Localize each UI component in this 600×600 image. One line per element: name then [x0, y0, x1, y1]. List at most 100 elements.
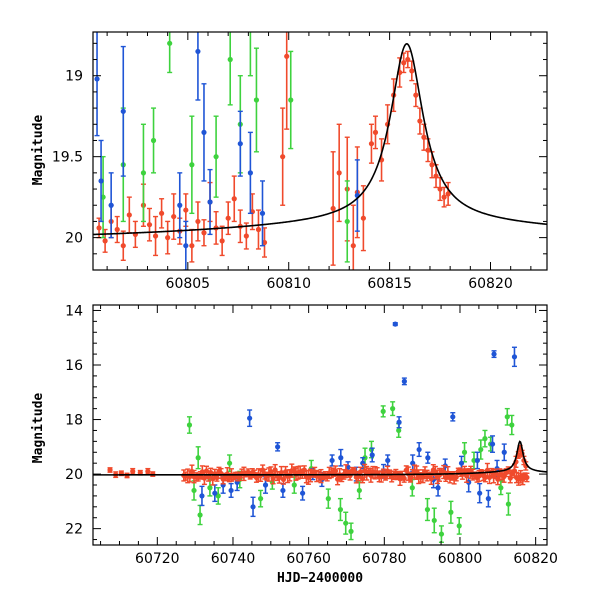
data-point-red — [201, 219, 207, 247]
data-point-green — [482, 429, 488, 448]
y-tick-label: 14 — [65, 303, 83, 319]
data-point-red — [171, 193, 177, 240]
data-point-red — [524, 472, 530, 483]
data-point-blue — [177, 172, 183, 239]
data-point-red — [445, 181, 451, 206]
data-point-green — [438, 525, 445, 543]
x-tick-label: 60810 — [266, 276, 311, 292]
data-point-red — [360, 185, 366, 252]
data-point-blue — [120, 45, 126, 177]
data-point-red — [126, 196, 132, 234]
data-point-green — [478, 439, 484, 460]
model-curve — [93, 440, 547, 476]
data-point-blue — [489, 435, 496, 453]
plot-frame — [92, 304, 548, 546]
data-point-green — [461, 442, 468, 463]
data-point-blue — [477, 482, 483, 504]
x-tick-label: 60805 — [166, 276, 211, 292]
data-point-blue — [275, 442, 281, 452]
bottom-y-axis-label: Magnitude — [31, 393, 46, 464]
data-point-red — [372, 115, 379, 150]
data-point-red — [409, 60, 415, 82]
data-point-red — [278, 465, 285, 480]
data-point-green — [207, 478, 213, 497]
data-point-blue — [329, 454, 335, 467]
y-tick-label: 18 — [65, 413, 83, 429]
data-point-red — [219, 225, 225, 257]
data-point-blue — [474, 451, 480, 470]
data-point-red — [130, 467, 136, 475]
data-point-red — [159, 198, 165, 229]
data-point-green — [504, 407, 510, 426]
data-point-red — [336, 123, 342, 223]
data-point-blue — [237, 110, 243, 177]
data-point-blue — [401, 377, 407, 386]
data-point-green — [390, 401, 396, 417]
data-point-red — [441, 186, 447, 208]
data-point-green — [247, 32, 253, 77]
data-point-green — [167, 32, 173, 74]
data-point-green — [356, 481, 362, 500]
data-point-red — [165, 220, 171, 255]
model-curve — [93, 43, 547, 236]
data-point-red — [255, 209, 262, 250]
data-point-green — [509, 414, 515, 436]
data-point-red — [145, 467, 151, 475]
data-point-blue — [98, 139, 104, 223]
data-point-blue — [94, 32, 100, 137]
data-point-green — [213, 115, 219, 198]
data-point-red — [405, 50, 411, 69]
data-point-blue — [338, 448, 344, 467]
data-point-blue — [195, 32, 201, 101]
data-point-blue — [280, 482, 286, 498]
x-tick-label: 60820 — [513, 551, 558, 567]
y-tick-label: 19.5 — [52, 150, 83, 166]
data-point-green — [498, 480, 504, 496]
data-point-blue — [491, 350, 497, 359]
data-point-red — [243, 222, 249, 250]
y-tick-label: 20 — [65, 231, 83, 247]
data-point-red — [146, 207, 153, 242]
data-point-green — [380, 405, 386, 418]
data-point-red — [330, 151, 336, 266]
data-point-green — [456, 517, 462, 535]
y-tick-label: 22 — [65, 522, 83, 538]
data-point-blue — [247, 131, 253, 215]
data-point-red — [284, 32, 290, 130]
data-point-green — [258, 489, 264, 508]
data-point-blue — [485, 489, 491, 508]
data-point-green — [186, 416, 193, 434]
bottom-panel-full-light-curve: 60720 60740 60760 60780 60800 60820 14 16 18 20 22 — [65, 303, 558, 567]
top-panel-zoomed-light-curve: 60805 60810 60815 60820 19 19.5 20 — [52, 31, 548, 292]
data-point-blue — [183, 220, 189, 270]
x-tick-label: 60780 — [362, 551, 407, 567]
data-point-green — [140, 123, 147, 223]
data-point-green — [288, 50, 294, 150]
data-point-blue — [259, 180, 266, 247]
data-point-blue — [207, 168, 213, 236]
data-point-green — [325, 488, 331, 509]
data-point-green — [227, 32, 233, 106]
y-tick-label: 16 — [65, 358, 83, 374]
data-point-red — [189, 228, 195, 263]
data-point-green — [195, 446, 201, 470]
data-point-green — [343, 511, 349, 535]
plot-frame — [92, 31, 548, 271]
data-point-blue — [416, 442, 422, 458]
data-point-red — [225, 201, 231, 236]
data-point-green — [344, 180, 350, 263]
data-point-blue — [511, 346, 518, 368]
data-point-red — [152, 215, 159, 257]
bottom-x-axis-label: HJD−2400000 — [277, 571, 363, 586]
data-point-red — [231, 175, 237, 223]
x-tick-label: 60820 — [468, 276, 513, 292]
data-point-blue — [396, 416, 402, 429]
y-tick-label: 20 — [65, 467, 83, 483]
data-point-blue — [501, 443, 507, 462]
data-point-blue — [108, 172, 114, 239]
top-y-axis-label: Magnitude — [31, 115, 46, 186]
data-point-red — [425, 138, 431, 163]
data-point-blue — [299, 485, 306, 501]
data-point-blue — [392, 321, 398, 327]
